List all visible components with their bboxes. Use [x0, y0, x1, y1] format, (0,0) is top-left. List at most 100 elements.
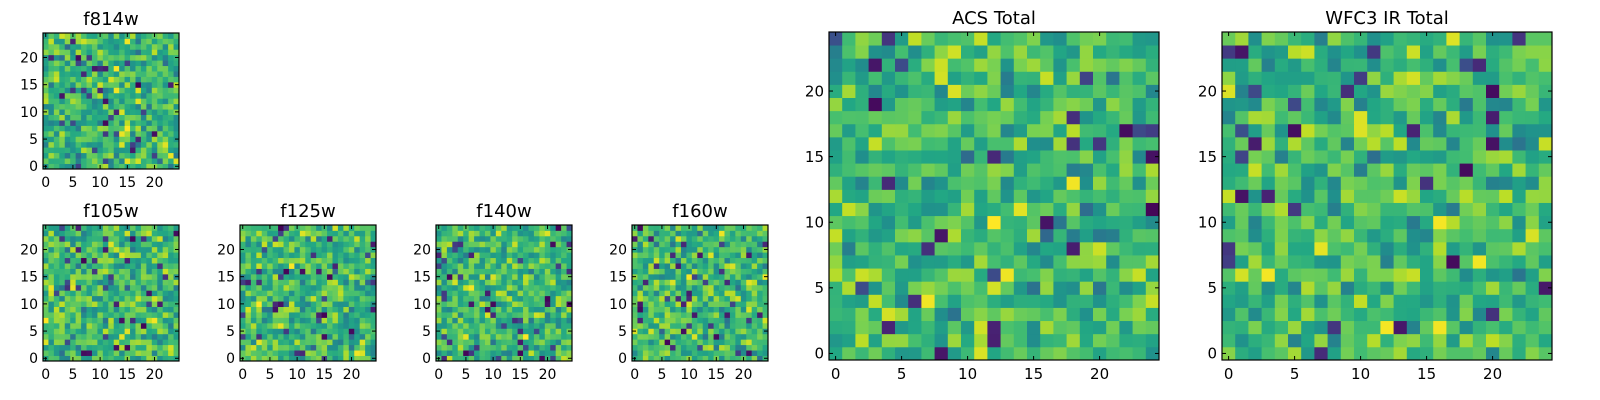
heatmap-cell — [267, 339, 274, 346]
heatmap-cell — [240, 317, 246, 324]
heatmap-cell — [59, 54, 66, 61]
heatmap-cell — [108, 54, 115, 61]
heatmap-cell — [550, 235, 557, 242]
heatmap-cell — [724, 333, 731, 340]
heatmap-cell — [1499, 71, 1513, 85]
heatmap-cell — [278, 263, 284, 269]
heatmap-cell — [1079, 307, 1094, 322]
heatmap-cell — [157, 317, 164, 324]
heatmap-cell — [664, 339, 671, 346]
heatmap-cell — [1486, 228, 1500, 243]
heatmap-cell — [75, 109, 82, 115]
heatmap-cell — [278, 355, 284, 362]
heatmap-cell — [680, 263, 687, 269]
heatmap-cell — [305, 355, 312, 362]
heatmap-cell — [702, 350, 709, 356]
heatmap-cell — [484, 322, 491, 329]
heatmap-cell — [283, 317, 290, 324]
heatmap-cell — [664, 225, 671, 231]
heatmap-cell — [987, 45, 1001, 59]
heatmap-cell — [735, 268, 742, 275]
heatmap-cell — [724, 328, 731, 335]
heatmap-cell — [729, 252, 736, 259]
heatmap-cell — [162, 87, 169, 94]
heatmap-cell — [735, 273, 742, 280]
heatmap-cell — [135, 87, 142, 94]
heatmap-cell — [1472, 150, 1487, 164]
heatmap-cell — [53, 295, 60, 302]
heatmap-cell — [86, 114, 93, 121]
heatmap-cell — [59, 92, 66, 99]
heatmap-cell — [762, 268, 769, 275]
heatmap-cell — [697, 306, 704, 313]
heatmap-cell — [261, 241, 268, 248]
heatmap-cell — [729, 306, 736, 313]
heatmap-cell — [59, 60, 66, 67]
heatmap-cell — [1525, 71, 1540, 85]
heatmap-cell — [1340, 241, 1355, 256]
heatmap-cell — [162, 43, 169, 50]
heatmap-cell — [670, 284, 676, 291]
heatmap-cell — [490, 246, 497, 253]
heatmap-cell — [637, 225, 644, 231]
heatmap-cell — [157, 284, 164, 291]
heatmap-cell — [75, 235, 82, 242]
heatmap-cell — [713, 328, 720, 335]
heatmap-cell — [506, 295, 513, 302]
heatmap-cell — [452, 241, 459, 248]
heatmap-cell — [140, 241, 147, 248]
heatmap-cell — [102, 38, 109, 45]
heatmap-cell — [670, 241, 676, 248]
heatmap-cell — [659, 322, 666, 329]
heatmap-cell — [108, 230, 115, 237]
heatmap-cell — [59, 273, 66, 280]
heatmap-cell — [48, 130, 55, 137]
heatmap-cell — [168, 87, 174, 94]
heatmap-cell — [566, 339, 573, 346]
heatmap-cell — [528, 246, 535, 253]
heatmap-cell — [675, 284, 682, 291]
heatmap-cell — [908, 97, 922, 112]
heatmap-cell — [151, 103, 158, 110]
heatmap-cell — [441, 328, 448, 335]
heatmap-cell — [702, 339, 709, 346]
heatmap-cell — [1288, 241, 1302, 256]
heatmap-cell — [961, 268, 975, 282]
heatmap-cell — [1248, 150, 1262, 164]
heatmap-cell — [168, 290, 174, 297]
heatmap-cell — [1499, 281, 1513, 295]
heatmap-cell — [895, 228, 909, 243]
heatmap-cell — [75, 114, 82, 121]
heatmap-cell — [708, 284, 714, 291]
heatmap-cell — [124, 87, 131, 94]
heatmap-cell — [517, 230, 524, 237]
heatmap-cell — [108, 350, 115, 356]
heatmap-cell — [680, 295, 687, 302]
heatmap-cell — [1288, 32, 1302, 46]
heatmap-cell — [168, 268, 174, 275]
heatmap-cell — [1261, 333, 1276, 348]
heatmap-cell — [1261, 97, 1276, 112]
heatmap-cell — [974, 150, 988, 164]
y-tick-label: 15 — [20, 78, 38, 94]
heatmap-cell — [337, 355, 344, 362]
heatmap-cell — [343, 263, 350, 269]
heatmap-cell — [1433, 346, 1447, 361]
heatmap-cell — [987, 241, 1001, 256]
heatmap-cell — [97, 317, 104, 324]
heatmap-cell — [81, 312, 87, 318]
heatmap-cell — [974, 255, 988, 269]
heatmap-cell — [59, 263, 66, 269]
heatmap-cell — [43, 76, 49, 83]
heatmap-cell — [48, 268, 55, 275]
heatmap-cell — [1106, 346, 1120, 361]
heatmap-cell — [468, 355, 475, 362]
heatmap-cell — [102, 130, 109, 137]
heatmap-cell — [256, 230, 263, 237]
heatmap-cell — [354, 273, 361, 280]
heatmap-cell — [173, 65, 180, 72]
heatmap-cell — [1000, 307, 1015, 322]
heatmap-cell — [327, 257, 333, 264]
heatmap-cell — [81, 163, 87, 170]
